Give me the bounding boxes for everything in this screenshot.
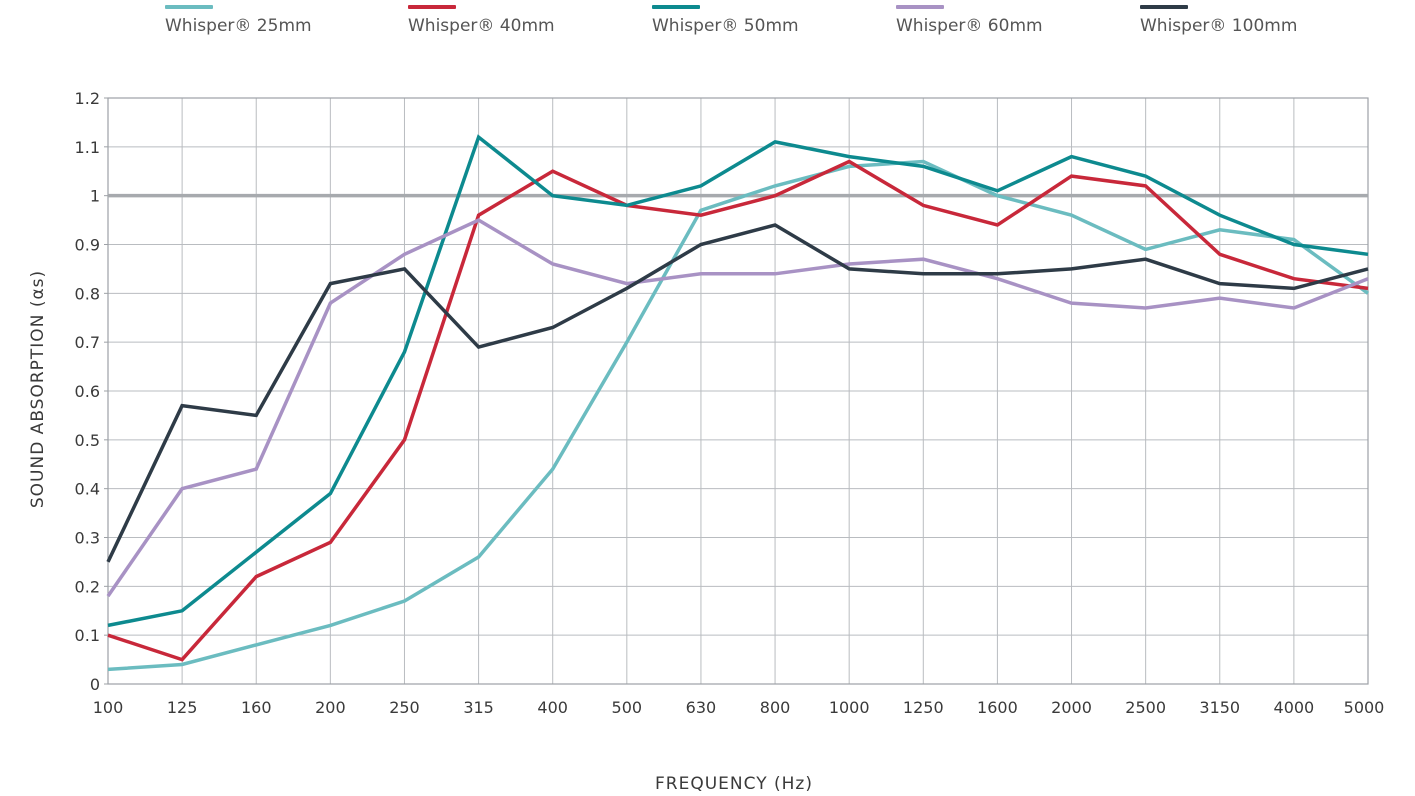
y-tick-label: 0.6 bbox=[75, 382, 100, 401]
y-axis-title: SOUND ABSORPTION (αs) bbox=[28, 270, 48, 508]
y-tick-label: 0.2 bbox=[75, 577, 100, 596]
legend-swatch bbox=[652, 5, 700, 9]
y-tick-label: 0.5 bbox=[75, 431, 100, 450]
series-line-4 bbox=[106, 223, 1369, 563]
x-axis-title: FREQUENCY (Hz) bbox=[655, 774, 813, 794]
series-lines bbox=[106, 134, 1370, 672]
legend-swatch bbox=[165, 5, 213, 9]
y-tick-label: 0.1 bbox=[75, 626, 100, 645]
legend-swatch bbox=[896, 5, 944, 9]
y-axis-ticks: 0 0.1 0.2 0.3 0.4 0.5 0.6 0.7 0.8 0.9 1 1.1 1.2 bbox=[75, 89, 108, 694]
x-tick-label: 2500 bbox=[1125, 698, 1166, 717]
x-axis-ticks: 100 125 160 200 250 315 400 500 630 800 1000 1250 16… bbox=[93, 698, 1385, 717]
grid bbox=[107, 97, 1369, 685]
legend-label: Whisper® 50mm bbox=[652, 16, 799, 36]
legend-label: Whisper® 60mm bbox=[896, 16, 1043, 36]
chart-legend: Whisper® 25mm Whisper® 40mm Whisper® 50mm W… bbox=[0, 0, 1415, 60]
x-tick-label: 1000 bbox=[829, 698, 870, 717]
x-tick-label: 630 bbox=[686, 698, 717, 717]
x-tick-label: 1250 bbox=[903, 698, 944, 717]
x-tick-label: 400 bbox=[537, 698, 568, 717]
x-tick-label: 100 bbox=[93, 698, 124, 717]
x-tick-label: 500 bbox=[612, 698, 643, 717]
x-tick-label: 315 bbox=[463, 698, 494, 717]
x-tick-label: 125 bbox=[167, 698, 198, 717]
y-tick-label: 0 bbox=[90, 675, 100, 694]
series-line-1 bbox=[107, 159, 1369, 662]
legend-label: Whisper® 100mm bbox=[1140, 16, 1298, 36]
series-line-2 bbox=[107, 134, 1369, 628]
y-tick-label: 0.9 bbox=[75, 236, 100, 255]
x-tick-label: 200 bbox=[315, 698, 346, 717]
x-tick-label: 4000 bbox=[1274, 698, 1315, 717]
legend-label: Whisper® 40mm bbox=[408, 16, 555, 36]
series-line-0 bbox=[107, 159, 1370, 672]
y-tick-label: 1.1 bbox=[75, 138, 100, 157]
x-tick-label: 5000 bbox=[1344, 698, 1385, 717]
legend-label: Whisper® 25mm bbox=[165, 16, 312, 36]
y-tick-label: 0.4 bbox=[75, 480, 100, 499]
y-tick-label: 0.7 bbox=[75, 333, 100, 352]
y-tick-label: 1 bbox=[90, 187, 100, 206]
x-tick-label: 800 bbox=[760, 698, 791, 717]
y-tick-label: 0.3 bbox=[75, 529, 100, 548]
y-tick-label: 0.8 bbox=[75, 284, 100, 303]
x-tick-label: 1600 bbox=[977, 698, 1018, 717]
series-line-3 bbox=[106, 218, 1369, 598]
x-tick-label: 3150 bbox=[1199, 698, 1240, 717]
x-tick-label: 2000 bbox=[1051, 698, 1092, 717]
legend-swatch bbox=[408, 5, 456, 9]
x-tick-label: 250 bbox=[389, 698, 420, 717]
x-tick-label: 160 bbox=[241, 698, 272, 717]
y-tick-label: 1.2 bbox=[75, 89, 100, 108]
legend-swatch bbox=[1140, 5, 1188, 9]
